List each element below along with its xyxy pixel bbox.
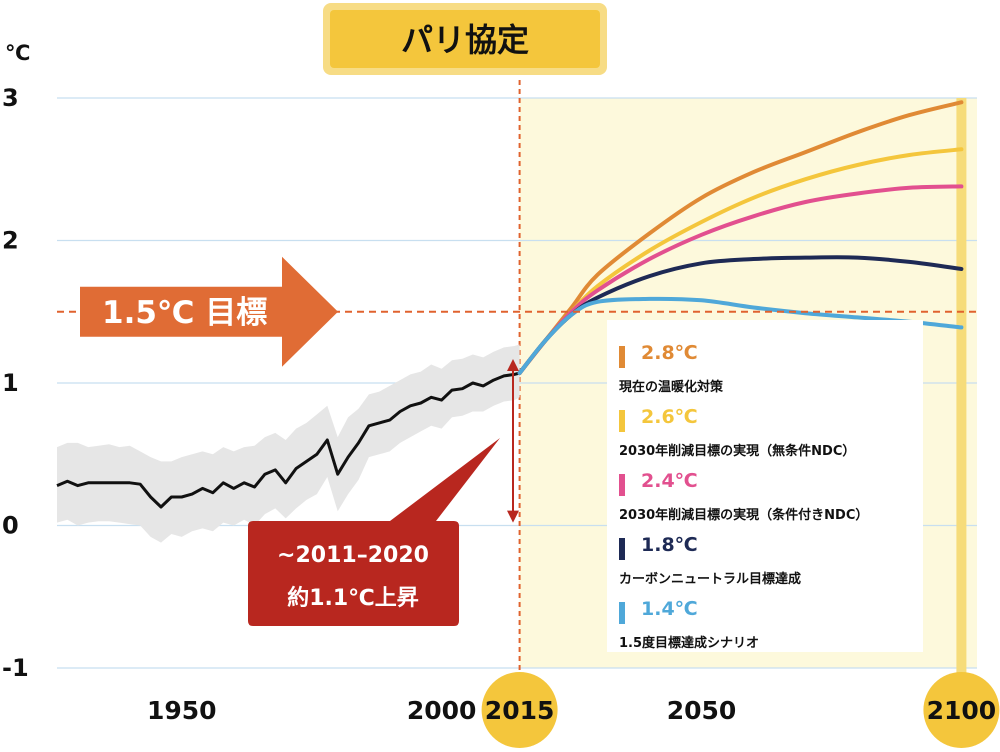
legend-description: 2030年削減目標の実現（無条件NDC） — [619, 444, 856, 459]
legend-list: 2.8℃ 現在の温暖化対策 2.6℃ 2030年削減目標の実現（無条件NDC） 2.4℃… — [619, 340, 923, 660]
x-tick-label: 1950 — [147, 696, 217, 725]
warming-range-arrow — [507, 359, 519, 523]
legend-swatch — [619, 538, 625, 560]
legend-description: 1.5度目標達成シナリオ — [619, 636, 760, 651]
legend-description: カーボンニュートラル目標達成 — [619, 572, 802, 587]
legend-value: 2.6℃ — [641, 406, 698, 428]
warming-callout-box — [248, 438, 500, 626]
legend-value: 1.8℃ — [641, 534, 698, 556]
legend-item-1: 2.8℃ 現在の温暖化対策 — [619, 340, 923, 404]
legend-item-3: 2.4℃ 2030年削減目標の実現（条件付きNDC） — [619, 468, 923, 532]
x-axis-tick-labels: 1950 2000 2015 2050 2100 — [147, 672, 1000, 748]
x-tick-label: 2015 — [485, 696, 555, 725]
legend-description: 現在の温暖化対策 — [619, 380, 724, 395]
y-axis-tick-labels: 3 2 1 0 -1 — [2, 84, 29, 682]
legend-swatch — [619, 602, 625, 624]
projection-series — [517, 100, 964, 376]
legend-value: 2.8℃ — [641, 342, 698, 364]
target-label: 1.5℃ 目標 — [102, 295, 267, 331]
legend-swatch — [619, 346, 625, 368]
legend-item-4: 1.8℃ カーボンニュートラル目標達成 — [619, 532, 923, 596]
year-2100-highlight-bar — [956, 98, 967, 718]
legend-item-5: 1.4℃ 1.5度目標達成シナリオ — [619, 596, 923, 660]
range-arrow-head-down — [507, 510, 519, 523]
legend-swatch — [619, 474, 625, 496]
legend-panel: 2.8℃ 現在の温暖化対策 2.6℃ 2030年削減目標の実現（無条件NDC） 2.4℃… — [607, 320, 923, 652]
legend-value: 2.4℃ — [641, 470, 698, 492]
x-tick-label: 2100 — [927, 696, 997, 725]
year-highlight-circle — [923, 672, 1000, 748]
y-tick-label: 3 — [2, 84, 19, 112]
historical-temperature-line — [56, 371, 520, 509]
x-tick-label: 2050 — [667, 696, 737, 725]
legend-value: 1.4℃ — [641, 598, 698, 620]
x-tick-label: 2000 — [407, 696, 477, 725]
y-tick-label: 1 — [2, 369, 19, 397]
historical-uncertainty-band — [57, 344, 520, 543]
y-tick-label: -1 — [2, 654, 29, 682]
y-tick-label: 0 — [2, 512, 19, 540]
range-arrow-head-up — [507, 359, 519, 372]
legend-item-2: 2.6℃ 2030年削減目標の実現（無条件NDC） — [619, 404, 923, 468]
series-line-5 — [517, 296, 964, 376]
target-arrow-shape — [80, 256, 338, 367]
legend-description: 2030年削減目標の実現（条件付きNDC） — [619, 508, 869, 523]
callout-warming-label: 約1.1℃上昇 — [287, 585, 419, 611]
title-badge — [330, 10, 600, 68]
y-tick-label: 2 — [2, 227, 19, 255]
chart-title: パリ協定 — [401, 21, 529, 59]
legend-swatch — [619, 410, 625, 432]
year-highlight-circle — [481, 672, 558, 748]
callout-period-label: ~2011–2020 — [277, 543, 429, 568]
y-axis-unit-label: ℃ — [5, 41, 30, 65]
